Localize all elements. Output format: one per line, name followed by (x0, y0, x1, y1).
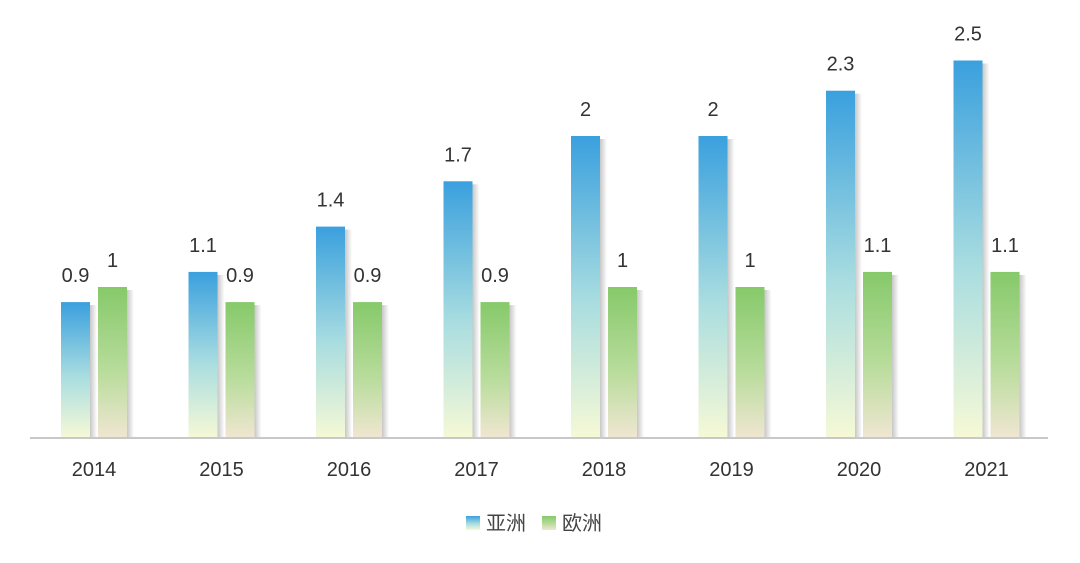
data-label-asia-2017: 1.7 (444, 144, 472, 166)
data-label-europe-2015: 0.9 (226, 265, 254, 287)
x-tick-label-2019: 2019 (709, 459, 754, 481)
data-label-europe-2016: 0.9 (354, 265, 382, 287)
bar-europe-2015 (225, 302, 255, 438)
bar-europe-2014 (98, 287, 127, 438)
data-label-europe-2019: 1 (744, 250, 755, 272)
data-label-europe-2018: 1 (617, 250, 628, 272)
legend: 亚洲 欧洲 (466, 511, 602, 535)
legend-swatch-europe (542, 516, 556, 530)
bar-asia-2015 (188, 271, 218, 438)
data-label-asia-2019: 2 (707, 99, 718, 121)
legend-swatch-asia (466, 516, 480, 530)
bar-europe-2021 (990, 271, 1020, 438)
bar-asia-2019 (698, 136, 728, 438)
data-label-europe-2021: 1.1 (991, 235, 1019, 257)
labels-layer: 0.9 1 2014 1.1 0.9 2015 1.4 0.9 2016 1.7 0.9 2017 2 1… (62, 24, 1019, 482)
bar-europe-2020 (863, 271, 892, 438)
bar-shadow (855, 93, 862, 438)
bar-shadow (764, 290, 772, 438)
data-label-asia-2021: 2.5 (954, 24, 982, 46)
bar-shadow (1019, 274, 1027, 438)
bar-shadow (127, 290, 134, 438)
data-label-europe-2020: 1.1 (864, 235, 892, 257)
bar-shadow (90, 305, 97, 438)
data-label-asia-2015: 1.1 (189, 235, 217, 257)
bar-shadow (509, 305, 517, 438)
data-label-europe-2014: 1 (107, 250, 118, 272)
x-tick-label-2020: 2020 (837, 459, 882, 481)
bar-asia-2017 (443, 181, 473, 439)
bars-layer (61, 60, 1027, 439)
x-tick-label-2018: 2018 (582, 459, 627, 481)
bar-europe-2016 (353, 302, 382, 438)
bar-asia-2021 (953, 60, 983, 438)
x-tick-label-2014: 2014 (72, 459, 117, 481)
bar-asia-2018 (571, 136, 600, 438)
x-tick-label-2015: 2015 (199, 459, 244, 481)
bar-shadow (382, 305, 389, 438)
bar-shadow (600, 139, 607, 438)
data-label-asia-2014: 0.9 (62, 265, 90, 287)
bar-shadow (472, 184, 480, 438)
bar-europe-2018 (608, 287, 637, 438)
bar-shadow (892, 274, 899, 438)
bar-shadow (982, 63, 990, 438)
bar-shadow (727, 139, 735, 438)
bar-shadow (637, 290, 644, 438)
legend-label-europe: 欧洲 (562, 511, 602, 535)
data-label-asia-2016: 1.4 (317, 190, 345, 212)
bar-asia-2014 (61, 302, 90, 438)
data-label-asia-2018: 2 (580, 99, 591, 121)
bar-europe-2019 (735, 287, 765, 438)
x-tick-label-2017: 2017 (454, 459, 499, 481)
data-label-asia-2020: 2.3 (827, 54, 855, 76)
bar-asia-2016 (316, 226, 345, 438)
bar-shadow (345, 229, 352, 438)
legend-label-asia: 亚洲 (486, 511, 526, 535)
bar-shadow (254, 305, 262, 438)
bar-shadow (217, 274, 225, 438)
bar-asia-2020 (826, 90, 855, 438)
x-tick-label-2021: 2021 (964, 459, 1009, 481)
x-tick-label-2016: 2016 (327, 459, 372, 481)
bar-europe-2017 (480, 302, 510, 438)
data-label-europe-2017: 0.9 (481, 265, 509, 287)
